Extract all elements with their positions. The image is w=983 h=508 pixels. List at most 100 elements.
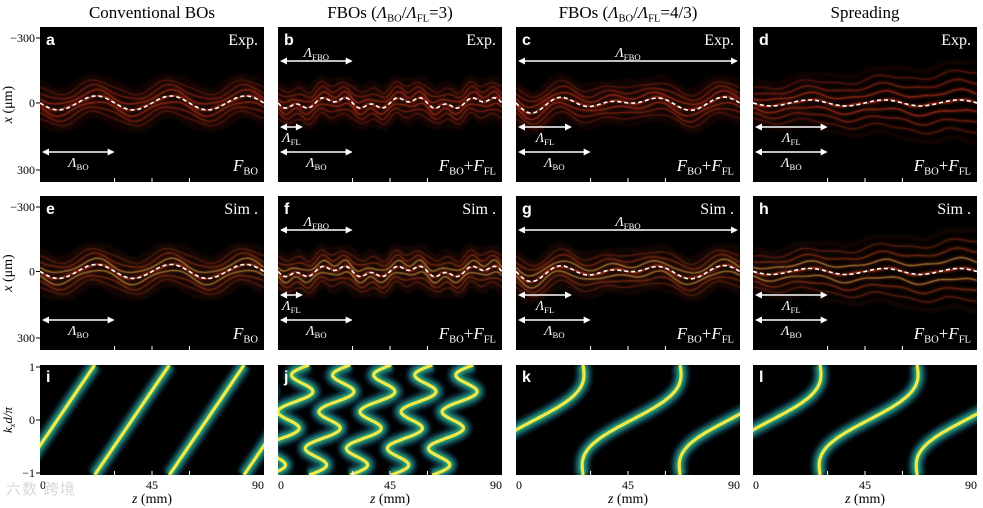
panel-background — [40, 196, 264, 350]
beam-fringe — [516, 258, 740, 277]
beam-fringe — [516, 90, 740, 108]
bo-period-arrow-label: ΛBO — [779, 324, 802, 340]
beam-fringe — [753, 106, 977, 117]
fl-period-arrow-label: ΛFL — [780, 131, 801, 147]
panel-i: i — [40, 365, 264, 475]
beam-fringe — [40, 243, 264, 260]
centroid-trajectory — [753, 99, 977, 107]
x-tick-label: 0 — [278, 478, 284, 492]
beam-fringe — [516, 284, 740, 303]
momentum-band — [278, 365, 315, 473]
beam-fringe — [40, 114, 264, 131]
fbo-period-arrow: ΛFBO — [518, 46, 738, 65]
panel-letter: f — [284, 201, 290, 218]
beam-fringe — [278, 254, 502, 267]
fl-period-arrow-label: ΛFL — [780, 299, 801, 315]
force-label: FBO+FFL — [913, 324, 971, 346]
beam-fringe — [40, 282, 264, 300]
panel-c: Exp. FBO+FFL ΛFBO ΛFL ΛBO c — [516, 27, 740, 182]
momentum-band — [242, 442, 264, 475]
bo-period-arrow: ΛBO — [42, 148, 115, 172]
row-tag: Sim . — [462, 201, 496, 218]
row-tag: Sim . — [937, 201, 971, 218]
row-tag: Sim . — [700, 201, 734, 218]
panel-letter: l — [759, 369, 763, 386]
beam-fringe — [40, 79, 264, 96]
beam-fringe — [516, 242, 740, 263]
centroid-trajectory — [278, 96, 502, 110]
bo-period-arrow: ΛBO — [755, 148, 828, 172]
beam-fringe — [753, 280, 977, 294]
panel-l: l — [753, 365, 977, 475]
beam-fringe — [753, 274, 977, 285]
x-tick-label: 90 — [490, 478, 502, 492]
panel-background — [753, 196, 977, 350]
bo-period-arrow: ΛBO — [42, 316, 115, 340]
x-tick-label: 45 — [146, 478, 158, 492]
momentum-band — [168, 365, 246, 475]
x-tick-label: 0 — [40, 478, 46, 492]
beam-fringe — [278, 276, 502, 289]
row-tag: Exp. — [704, 32, 734, 49]
beam-fringe — [278, 116, 502, 130]
beam-fringe — [753, 88, 977, 101]
centroid-trajectory — [753, 267, 977, 276]
beam-fringe — [278, 111, 502, 125]
row-tag: Sim . — [224, 201, 258, 218]
beam-fringe — [278, 280, 502, 294]
force-label: FBO — [232, 324, 258, 346]
fbo-period-arrow: ΛFBO — [518, 215, 738, 234]
x-tick-label: 90 — [965, 478, 977, 492]
momentum-band — [344, 365, 397, 475]
centroid-trajectory — [40, 95, 264, 111]
fbo-period-arrow-label: ΛFBO — [613, 215, 640, 231]
beam-fringe — [40, 110, 264, 127]
beam-fringe — [278, 259, 502, 272]
fl-period-arrow-label: ΛFL — [534, 299, 555, 315]
beam-fringe — [40, 84, 264, 100]
beam-fringe — [278, 107, 502, 121]
x-axis-label: z (mm) — [369, 492, 410, 507]
centroid-trajectory — [516, 264, 740, 283]
force-label: FBO — [232, 156, 258, 178]
bo-period-arrow-label: ΛBO — [304, 324, 327, 340]
x-axis-label: z (mm) — [607, 492, 648, 507]
panel-letter: e — [46, 201, 55, 218]
beam-fringe — [516, 106, 740, 125]
bo-period-arrow: ΛBO — [280, 316, 353, 340]
momentum-band — [516, 365, 586, 432]
beam-fringe — [753, 247, 977, 263]
beam-fringe — [753, 291, 977, 314]
bo-period-arrow-label: ΛBO — [304, 156, 327, 172]
y-tick-label: 0 — [29, 96, 35, 110]
column-title-2: FBOs (ΛBO/ΛFL=3) — [327, 3, 453, 25]
fl-period-arrow: ΛFL — [280, 291, 303, 315]
beam-fringe — [40, 101, 264, 117]
column-title-3: FBOs (ΛBO/ΛFL=4/3) — [559, 3, 698, 25]
row-tag: Exp. — [941, 32, 971, 49]
panel-letter: j — [283, 369, 288, 386]
fl-period-arrow-label: ΛFL — [280, 131, 301, 147]
panel-letter: h — [759, 201, 769, 218]
bo-period-arrow-label: ΛBO — [542, 324, 565, 340]
beam-fringe — [753, 229, 977, 254]
bo-period-arrow-label: ΛBO — [542, 156, 565, 172]
panel-background — [753, 27, 977, 182]
beam-fringe — [40, 279, 264, 295]
panel-letter: i — [46, 369, 50, 386]
beam-fringe — [753, 111, 977, 126]
bo-period-arrow: ΛBO — [518, 148, 591, 172]
y-tick-label: 0 — [29, 264, 35, 278]
x-tick-label: 0 — [516, 478, 522, 492]
x-tick-label: 0 — [753, 478, 759, 492]
y-tick-label: −300 — [10, 200, 35, 214]
momentum-band — [426, 365, 479, 475]
column-title-1: Conventional BOs — [89, 3, 215, 22]
panel-h: Sim . FBO+FFL ΛFL ΛBO h — [753, 196, 977, 350]
centroid-trajectory — [40, 263, 264, 280]
beam-fringe — [753, 123, 977, 146]
beam-fringe — [753, 118, 977, 135]
